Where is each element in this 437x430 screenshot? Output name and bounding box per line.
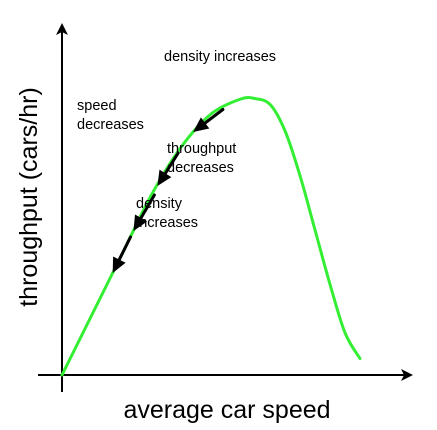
annotation-density-increases-bottom-line-1: density	[136, 196, 183, 212]
annotation-density-increases-bottom: density increases	[136, 196, 198, 231]
annotation-arrows	[112, 108, 225, 273]
annotation-arrow-shaft	[163, 151, 180, 175]
annotation-speed-decreases-line-2: decreases	[77, 117, 144, 133]
annotation-arrow-head	[112, 256, 126, 273]
annotation-arrow-head	[157, 169, 172, 186]
annotation-arrow-3	[133, 193, 156, 231]
annotation-arrow-4	[112, 235, 132, 273]
annotation-arrow-shaft	[203, 108, 225, 125]
annotation-density-increases-bottom-line-2: increases	[136, 215, 198, 231]
y-axis-title: throughput (cars/hr)	[15, 87, 43, 307]
annotation-throughput-decreases-line-1: throughput	[167, 141, 236, 157]
annotation-arrow-1	[193, 108, 225, 132]
annotation-arrow-2	[157, 151, 180, 186]
throughput-curve	[60, 95, 362, 377]
x-axis-title: average car speed	[123, 396, 330, 424]
annotation-throughput-decreases: throughput decreases	[167, 141, 240, 176]
annotation-speed-decreases: speed decreases	[77, 98, 144, 133]
annotation-speed-decreases-line-1: speed	[77, 98, 117, 114]
annotation-arrow-head	[193, 117, 210, 132]
annotation-throughput-decreases-line-2: decreases	[167, 160, 234, 176]
annotation-arrow-shaft	[117, 235, 132, 262]
annotation-arrow-shaft	[139, 193, 156, 220]
annotation-arrow-head	[133, 214, 148, 231]
annotation-density-increases-top: density increases	[164, 49, 276, 65]
